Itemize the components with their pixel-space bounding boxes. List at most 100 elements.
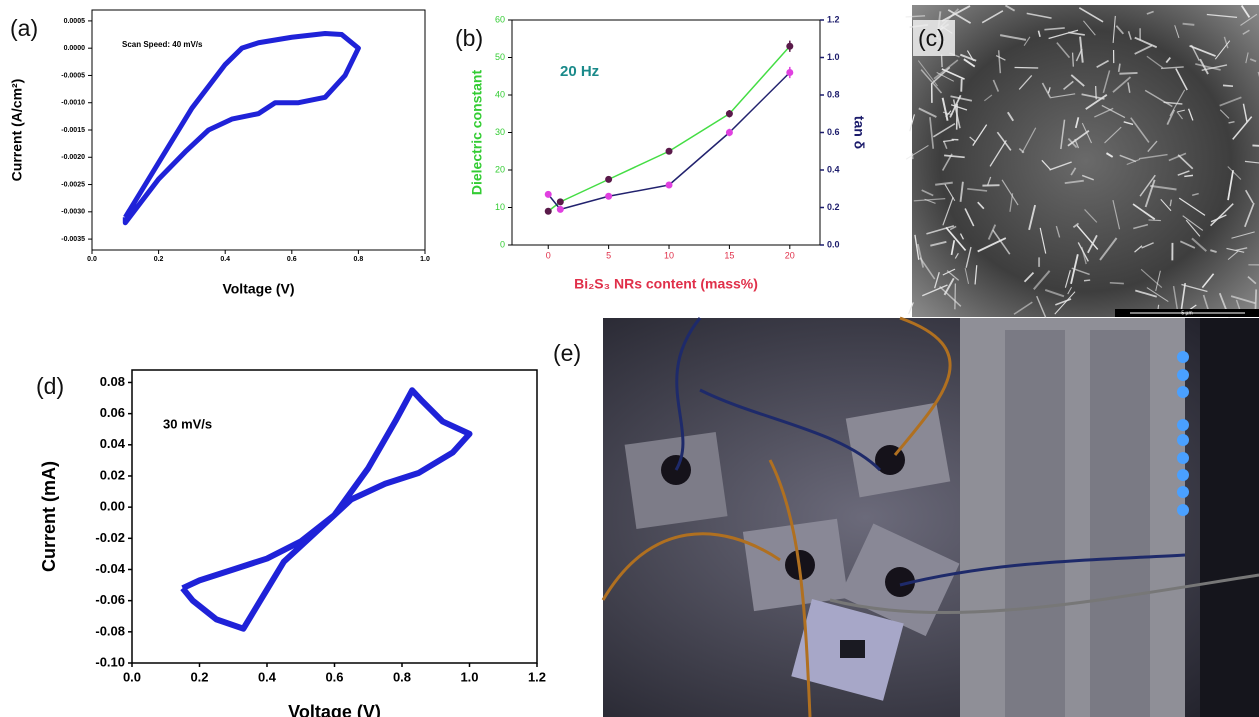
fiber (959, 233, 965, 240)
fiber (1240, 5, 1251, 18)
y2-tick-label: 0.8 (827, 89, 840, 99)
fiber (952, 99, 961, 129)
fiber (1191, 192, 1199, 196)
y-tick-label: -0.08 (95, 623, 125, 638)
y2-tick-label: 1.0 (827, 52, 840, 62)
fiber (947, 9, 972, 24)
y-tick-label: 10 (495, 202, 505, 212)
fiber (1054, 291, 1076, 315)
fiber (908, 302, 914, 315)
x-tick-label: 0.6 (325, 669, 343, 684)
fiber (1126, 158, 1140, 165)
fiber (977, 237, 1007, 253)
x-tick-label: 5 (606, 250, 611, 260)
panel-label: (d) (36, 373, 64, 399)
fiber (942, 196, 954, 226)
fiber (1119, 154, 1137, 163)
x-tick-label: 0.4 (258, 669, 277, 684)
fiber (1081, 122, 1092, 144)
x-tick-label: 10 (664, 250, 674, 260)
fiber (989, 140, 1007, 167)
x-tick-label: 0.0 (87, 256, 97, 263)
fiber (1144, 89, 1173, 108)
fiber (1067, 129, 1090, 147)
fiber (1191, 237, 1207, 252)
fiber (1112, 76, 1132, 93)
fiber (1018, 75, 1033, 90)
fiber (1119, 71, 1138, 75)
fiber (1181, 283, 1208, 293)
fiber (1075, 48, 1083, 62)
y-tick-label: -0.0010 (61, 100, 85, 107)
annotation: Scan Speed: 40 mV/s (122, 40, 203, 49)
fiber (1021, 127, 1037, 154)
x-tick-label: 15 (724, 250, 734, 260)
breadboard-strip (1005, 330, 1065, 717)
fiber (1189, 44, 1216, 57)
fiber (1026, 12, 1052, 19)
fiber (992, 229, 1011, 255)
fiber (1033, 270, 1051, 290)
y-tick-label: 0.00 (100, 499, 125, 514)
fiber (949, 225, 957, 231)
x-tick-label: 20 (785, 250, 795, 260)
fiber (1182, 22, 1195, 26)
fiber (1078, 7, 1104, 23)
y2-tick-label: 0.0 (827, 239, 840, 249)
fiber (1134, 36, 1158, 49)
annotation: 30 mV/s (163, 416, 212, 431)
fiber (987, 224, 997, 240)
fiber (934, 271, 940, 289)
fiber (1060, 119, 1066, 150)
x-tick-label: 1.2 (528, 669, 546, 684)
y-tick-label: -0.04 (95, 561, 125, 576)
series-line (180, 387, 473, 632)
fiber (1127, 82, 1131, 93)
fiber (1226, 247, 1245, 253)
fiber (1071, 52, 1074, 67)
fiber (1252, 144, 1259, 147)
fiber (954, 252, 959, 259)
fiber (932, 122, 956, 138)
fiber (1014, 66, 1039, 69)
fiber (1044, 27, 1065, 31)
fiber (1227, 166, 1242, 180)
x-tick-label: 0 (546, 250, 551, 260)
fiber (909, 114, 915, 132)
fiber (1133, 223, 1149, 230)
fiber (1249, 58, 1257, 63)
x-tick-label: 0.2 (190, 669, 208, 684)
fiber (1063, 80, 1074, 91)
fiber (1102, 70, 1111, 94)
y2-tick-label: 0.2 (827, 202, 840, 212)
scale-bar-label: 5 µm (1181, 310, 1192, 316)
fiber (1231, 231, 1255, 239)
fiber (939, 286, 962, 307)
fiber (1210, 203, 1234, 227)
fiber (1081, 174, 1094, 181)
annotation: 20 Hz (560, 63, 599, 80)
fiber (1094, 107, 1114, 118)
panel-label: (b) (455, 25, 483, 51)
y2-tick-label: 0.4 (827, 164, 840, 174)
x-axis-label: Voltage (V) (222, 281, 294, 297)
fiber (1177, 154, 1194, 170)
wires (601, 316, 1259, 717)
y-tick-label: 0 (500, 239, 505, 249)
fiber (963, 58, 976, 68)
x-tick-label: 0.0 (123, 669, 141, 684)
fiber (1013, 301, 1033, 315)
fiber (941, 97, 949, 121)
fiber (1070, 254, 1079, 284)
fiber (1247, 275, 1257, 285)
fiber (1166, 109, 1176, 125)
fiber (1160, 198, 1172, 212)
fiber (945, 226, 967, 251)
fiber (1083, 279, 1091, 282)
y-tick-label: 0.04 (100, 436, 126, 451)
fiber (1150, 184, 1177, 191)
fiber (1049, 93, 1076, 99)
fiber (1185, 219, 1201, 237)
fiber (1182, 215, 1204, 231)
